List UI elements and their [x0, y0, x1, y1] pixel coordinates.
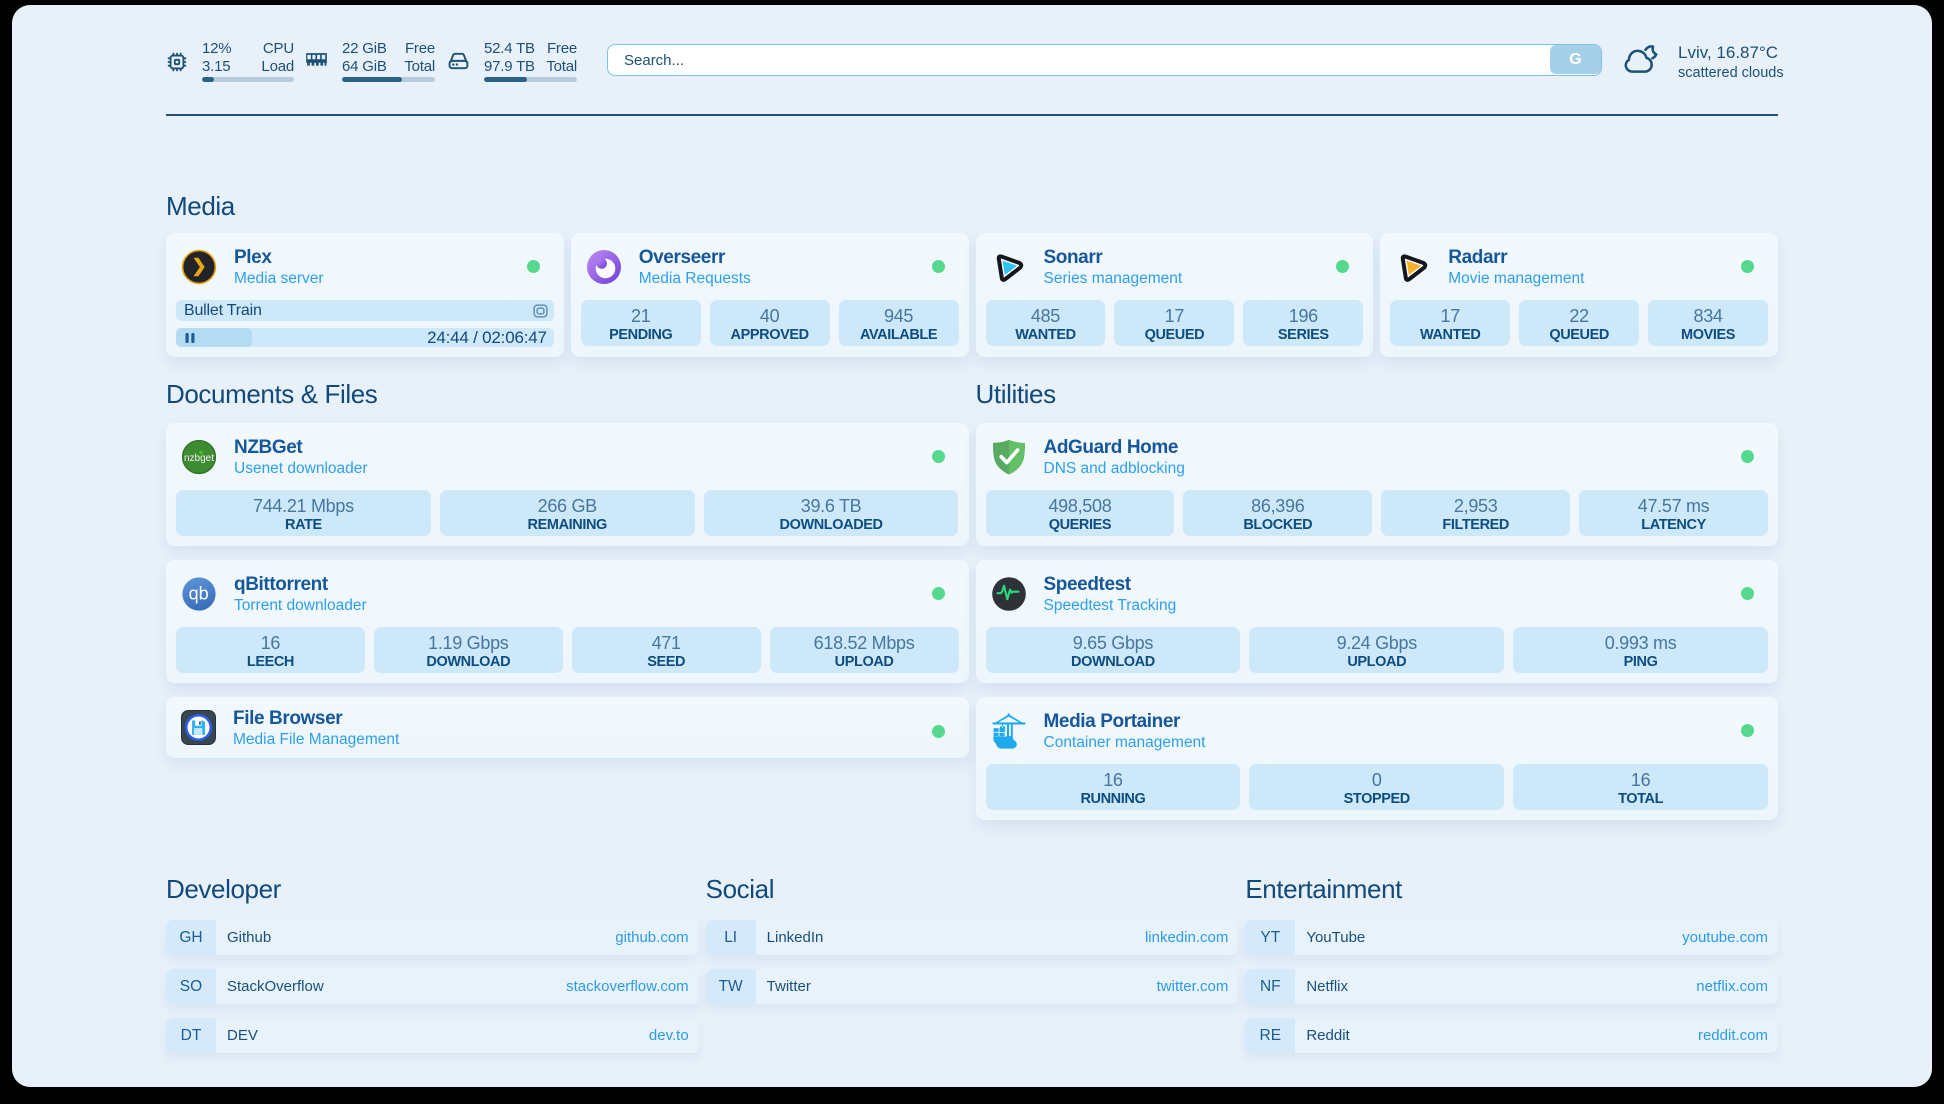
- svg-text:qb: qb: [189, 583, 209, 603]
- svg-text:nzbget: nzbget: [184, 452, 214, 463]
